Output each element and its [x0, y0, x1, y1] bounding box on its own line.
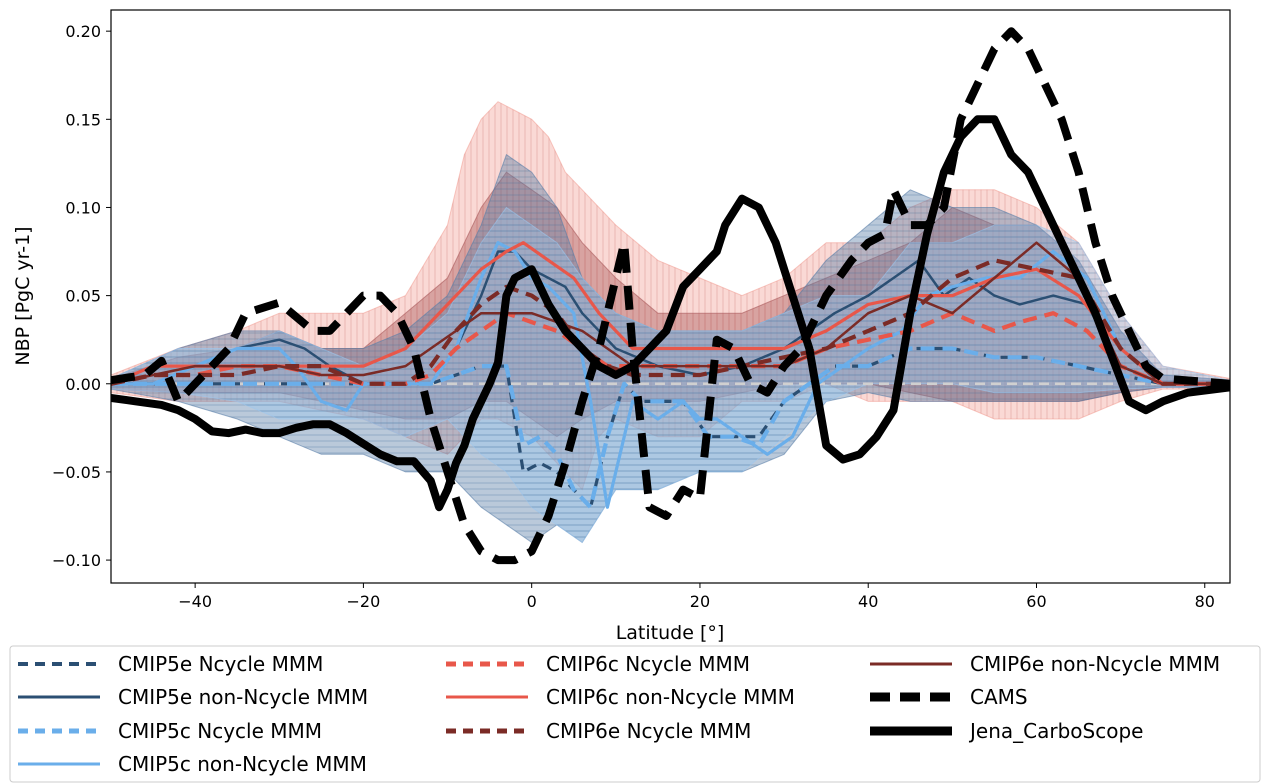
- x-tick-label: −20: [347, 592, 381, 611]
- legend-label: CMIP5e Ncycle MMM: [118, 652, 323, 676]
- y-axis-title: NBP [PgC yr-1]: [12, 226, 34, 365]
- y-tick-label: 0.10: [65, 198, 101, 217]
- legend-label: Jena_CarboScope: [968, 719, 1143, 743]
- x-tick-label: 60: [1026, 592, 1046, 611]
- x-axis: −40 −20 0 20 40 60 80: [178, 583, 1215, 611]
- series-line-cmip6c-ncycle-mmm: [111, 311, 1230, 386]
- series-lines: [111, 27, 1230, 565]
- series-line-cmip6e-non-ncycle-mmm: [111, 241, 1230, 386]
- legend-label: CMIP5c non-Ncycle MMM: [118, 752, 367, 776]
- x-tick-label: −40: [178, 592, 212, 611]
- legend-label: CMIP6e Ncycle MMM: [546, 719, 751, 743]
- x-tick-label: 80: [1195, 592, 1215, 611]
- legend-label: CMIP6c non-Ncycle MMM: [546, 685, 795, 709]
- x-tick-label: 40: [858, 592, 878, 611]
- legend-box: [9, 645, 1261, 783]
- y-tick-label: 0.15: [65, 110, 101, 129]
- y-tick-label: −0.10: [52, 551, 101, 570]
- y-tick-label: 0.05: [65, 287, 101, 306]
- y-tick-label: 0.00: [65, 375, 101, 394]
- y-tick-label: 0.20: [65, 22, 101, 41]
- y-tick-label: −0.05: [52, 463, 101, 482]
- legend-label: CMIP5e non-Ncycle MMM: [118, 685, 368, 709]
- series-line-cams: [111, 27, 1230, 565]
- series-line-jena-carboscope: [111, 115, 1230, 512]
- legend-label: CMIP6e non-Ncycle MMM: [970, 652, 1220, 676]
- x-tick-label: 0: [527, 592, 537, 611]
- legend-label: CMIP6c Ncycle MMM: [546, 652, 750, 676]
- legend-label: CMIP5c Ncycle MMM: [118, 719, 322, 743]
- plot-frame: [110, 9, 1231, 584]
- x-tick-label: 20: [690, 592, 710, 611]
- legend-label: CAMS: [970, 685, 1028, 709]
- legend: CMIP5e Ncycle MMM CMIP5e non-Ncycle MMM CM…: [18, 652, 1220, 776]
- series-line-cmip5c-non-ncycle-mmm: [111, 241, 1230, 509]
- y-axis: −0.10 −0.05 0.00 0.05 0.10 0.15 0.20: [52, 22, 111, 570]
- x-axis-title: Latitude [°]: [616, 622, 725, 644]
